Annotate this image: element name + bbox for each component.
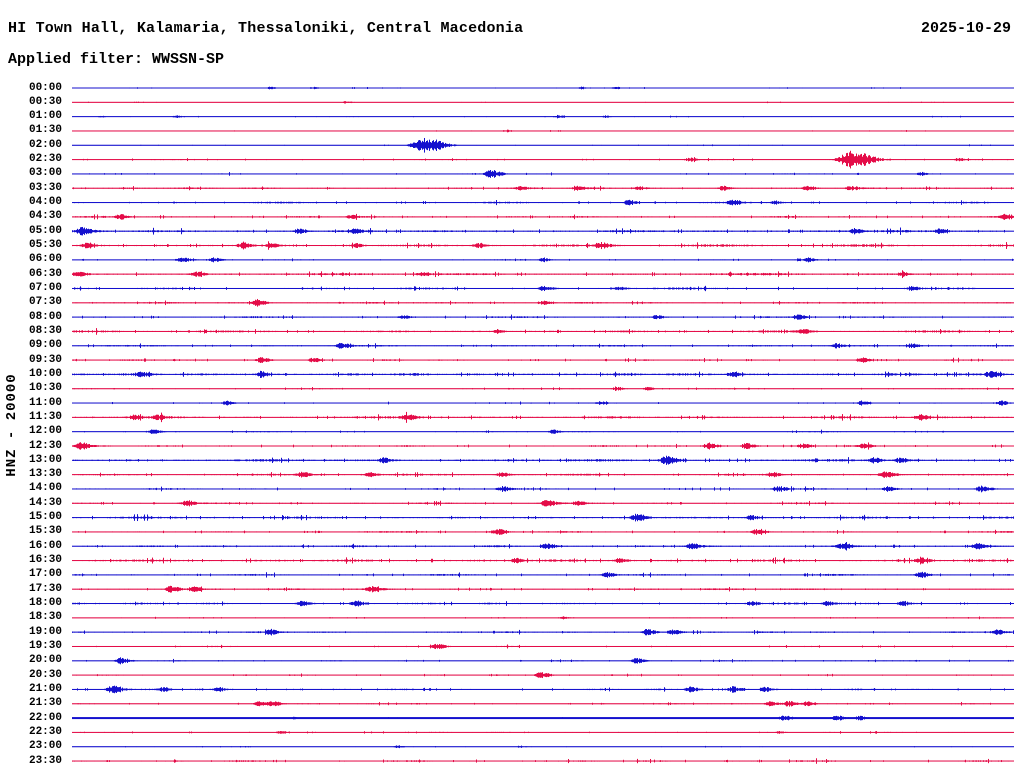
time-label: 12:00 bbox=[28, 425, 62, 438]
time-label: 20:30 bbox=[28, 668, 62, 681]
time-label: 03:00 bbox=[28, 167, 62, 180]
time-label: 07:30 bbox=[28, 296, 62, 309]
time-label: 05:30 bbox=[28, 239, 62, 252]
time-label: 15:30 bbox=[28, 525, 62, 538]
time-label: 21:30 bbox=[28, 697, 62, 710]
time-label: 15:00 bbox=[28, 511, 62, 524]
time-label: 12:30 bbox=[28, 439, 62, 452]
time-label: 02:00 bbox=[28, 138, 62, 151]
time-label: 19:30 bbox=[28, 639, 62, 652]
time-label: 04:00 bbox=[28, 196, 62, 209]
time-label: 01:00 bbox=[28, 110, 62, 123]
time-label: 06:30 bbox=[28, 267, 62, 280]
time-label: 14:00 bbox=[28, 482, 62, 495]
time-label: 03:30 bbox=[28, 181, 62, 194]
time-label: 21:00 bbox=[28, 682, 62, 695]
time-label: 13:00 bbox=[28, 453, 62, 466]
time-label: 16:00 bbox=[28, 539, 62, 552]
time-label: 06:00 bbox=[28, 253, 62, 266]
time-label: 08:30 bbox=[28, 324, 62, 337]
time-label: 18:00 bbox=[28, 597, 62, 610]
time-label: 22:00 bbox=[28, 711, 62, 724]
time-label: 17:00 bbox=[28, 568, 62, 581]
time-label: 05:00 bbox=[28, 224, 62, 237]
time-label: 08:00 bbox=[28, 310, 62, 323]
time-label: 13:30 bbox=[28, 468, 62, 481]
time-label: 19:00 bbox=[28, 625, 62, 638]
time-label: 11:30 bbox=[28, 410, 62, 423]
time-label: 22:30 bbox=[28, 725, 62, 738]
time-label: 09:00 bbox=[28, 339, 62, 352]
time-label: 00:00 bbox=[28, 81, 62, 94]
time-label: 11:00 bbox=[28, 396, 62, 409]
time-label: 02:30 bbox=[28, 153, 62, 166]
time-label: 23:30 bbox=[28, 754, 62, 767]
time-label: 14:30 bbox=[28, 496, 62, 509]
time-label: 18:30 bbox=[28, 611, 62, 624]
time-label: 16:30 bbox=[28, 554, 62, 567]
time-label: 00:30 bbox=[28, 95, 62, 108]
time-label: 09:30 bbox=[28, 353, 62, 366]
time-label: 10:00 bbox=[28, 367, 62, 380]
time-label: 23:00 bbox=[28, 740, 62, 753]
time-label: 01:30 bbox=[28, 124, 62, 137]
time-label: 20:00 bbox=[28, 654, 62, 667]
time-label: 04:30 bbox=[28, 210, 62, 223]
time-label: 17:30 bbox=[28, 582, 62, 595]
time-label: 07:00 bbox=[28, 281, 62, 294]
time-label: 10:30 bbox=[28, 382, 62, 395]
